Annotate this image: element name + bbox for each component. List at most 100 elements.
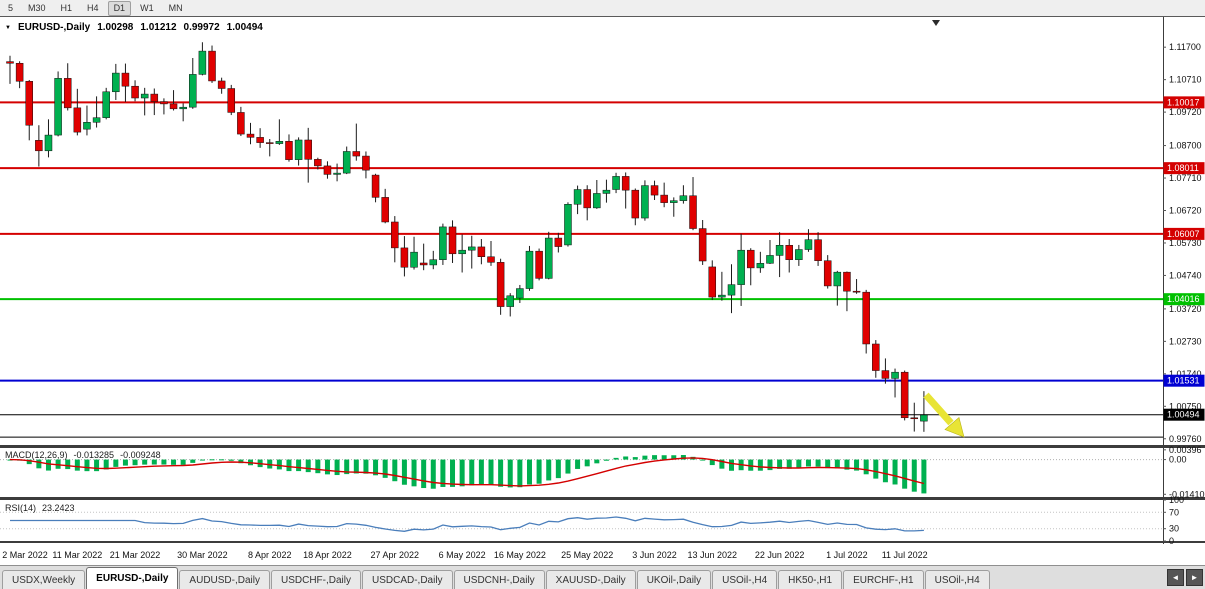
price-tick-label: 1.09720	[1169, 107, 1202, 117]
candle-down	[391, 221, 399, 249]
candle-up	[342, 151, 351, 174]
rsi-title: RSI(14)	[5, 503, 37, 513]
candle-up	[573, 189, 582, 205]
candle-down	[419, 262, 428, 266]
tab-audusd-daily[interactable]: AUDUSD-,Daily	[179, 570, 270, 589]
price-tick-label: 1.06720	[1169, 206, 1202, 216]
macd-histogram-bar	[805, 459, 811, 467]
timeframe-button-5[interactable]: 5	[8, 2, 14, 13]
candle-down	[448, 226, 457, 255]
date-label: 30 Mar 2022	[177, 550, 228, 560]
macd-histogram-bar	[401, 459, 407, 485]
macd-histogram-bar	[873, 459, 879, 479]
candle-down	[535, 250, 543, 279]
macd-histogram-bar	[671, 455, 677, 460]
macd-histogram-bar	[642, 455, 648, 460]
candle-down	[304, 139, 312, 160]
candle-up	[727, 284, 736, 296]
tab-usdx-weekly[interactable]: USDX,Weekly	[2, 570, 86, 589]
macd-histogram-bar	[863, 459, 869, 475]
panel-separator[interactable]	[0, 445, 1205, 448]
candle-down	[823, 260, 832, 287]
candle-down	[265, 142, 274, 144]
timeframe-button-mn[interactable]: MN	[168, 2, 183, 13]
date-label: 6 May 2022	[439, 550, 486, 560]
candle-down	[371, 174, 380, 198]
macd-histogram-bar	[45, 459, 51, 471]
macd-histogram-bar	[834, 459, 840, 469]
tab-hk50-h1[interactable]: HK50-,H1	[778, 570, 843, 589]
candle-down	[621, 176, 630, 191]
macd-histogram-bar	[796, 459, 802, 468]
tab-eurusd-daily[interactable]: EURUSD-,Daily	[86, 567, 179, 589]
candle-up	[189, 74, 197, 108]
macd-histogram-bar	[767, 459, 773, 471]
rsi-scale-label: 30	[1169, 524, 1179, 534]
candle-up	[920, 414, 928, 422]
chart-header: ▼ EURUSD-,Daily 1.00298 1.01212 0.99972 …	[5, 22, 263, 33]
candle-up	[429, 259, 438, 266]
macd-histogram-bar	[65, 459, 71, 470]
timeframe-button-m30[interactable]: M30	[28, 2, 46, 13]
candle-down	[583, 189, 591, 209]
macd-histogram-bar	[680, 455, 686, 460]
candle-down	[73, 107, 82, 133]
candle-down	[256, 137, 264, 143]
chart-region: 1.11700 1.10710 1.09720 1.08700 1.07710 1.067…	[0, 16, 1205, 566]
macd-histogram-bar	[142, 459, 148, 465]
price-tick-label: 1.07710	[1169, 173, 1202, 183]
tab-eurchf-h1[interactable]: EURCHF-,H1	[843, 570, 924, 589]
candle-down	[63, 78, 72, 109]
price-tick-label: 1.00750	[1169, 401, 1202, 411]
tab-usdcad-daily[interactable]: USDCAD-,Daily	[361, 570, 453, 589]
candle-up	[458, 249, 466, 255]
timeframe-button-d1[interactable]: D1	[107, 0, 132, 16]
timeframe-button-h1[interactable]: H1	[60, 2, 73, 13]
ohlc-open: 1.00298	[97, 22, 134, 33]
rsi-scale-label: 100	[1169, 495, 1184, 505]
macd-main-value: -0.013285	[73, 450, 115, 460]
candle-up	[92, 117, 101, 123]
tab-usdchf-daily[interactable]: USDCHF-,Daily	[270, 570, 361, 589]
timeframe-button-h4[interactable]: H4	[87, 2, 99, 13]
macd-histogram-bar	[623, 456, 629, 460]
date-label: 8 Apr 2022	[248, 550, 292, 560]
candle-up	[179, 106, 187, 110]
tabs-scroll-left-button[interactable]: ◄	[1167, 569, 1184, 586]
macd-histogram-bar	[382, 459, 388, 478]
macd-histogram-bar	[854, 459, 860, 471]
macd-histogram-bar	[113, 459, 119, 467]
timeframe-button-w1[interactable]: W1	[140, 2, 154, 13]
macd-histogram-bar	[103, 459, 109, 470]
macd-histogram-bar	[921, 459, 927, 494]
rsi-scale-label: 0	[1169, 536, 1174, 546]
tab-usoil-h4[interactable]: USOil-,H4	[924, 570, 990, 589]
price-badge-label: 1.10017	[1167, 97, 1200, 107]
candle-up	[83, 122, 91, 130]
candle-down	[496, 262, 505, 307]
macd-title: MACD(12,26,9)	[5, 450, 68, 460]
macd-histogram-bar	[459, 459, 465, 487]
candle-down	[862, 291, 870, 345]
candle-up	[756, 263, 765, 269]
macd-histogram-bar	[478, 459, 484, 485]
macd-histogram-bar	[700, 459, 706, 461]
macd-histogram-bar	[729, 459, 734, 471]
macd-histogram-bar	[122, 459, 128, 466]
chart-shift-marker-icon[interactable]	[932, 20, 940, 26]
tab-usdcnh-daily[interactable]: USDCNH-,Daily	[453, 570, 545, 589]
candle-up	[804, 239, 813, 250]
tabs-scroll-right-button[interactable]: ►	[1186, 569, 1203, 586]
tab-xauusd-daily[interactable]: XAUUSD-,Daily	[545, 570, 636, 589]
price-tick-label: 1.11700	[1169, 42, 1201, 52]
chart-canvas[interactable]: 1.11700 1.10710 1.09720 1.08700 1.07710 1.067…	[0, 17, 1205, 566]
candle-up	[439, 226, 447, 260]
tab-ukoil-daily[interactable]: UKOil-,Daily	[636, 570, 712, 589]
chart-dropdown-icon[interactable]: ▼	[5, 24, 11, 31]
tab-usoil-h4[interactable]: USOil-,H4	[712, 570, 778, 589]
macd-histogram-bar	[786, 459, 792, 469]
macd-histogram-bar	[132, 459, 138, 466]
candle-up	[102, 91, 110, 118]
panel-separator[interactable]	[0, 497, 1205, 500]
price-axis-border	[1163, 17, 1164, 544]
